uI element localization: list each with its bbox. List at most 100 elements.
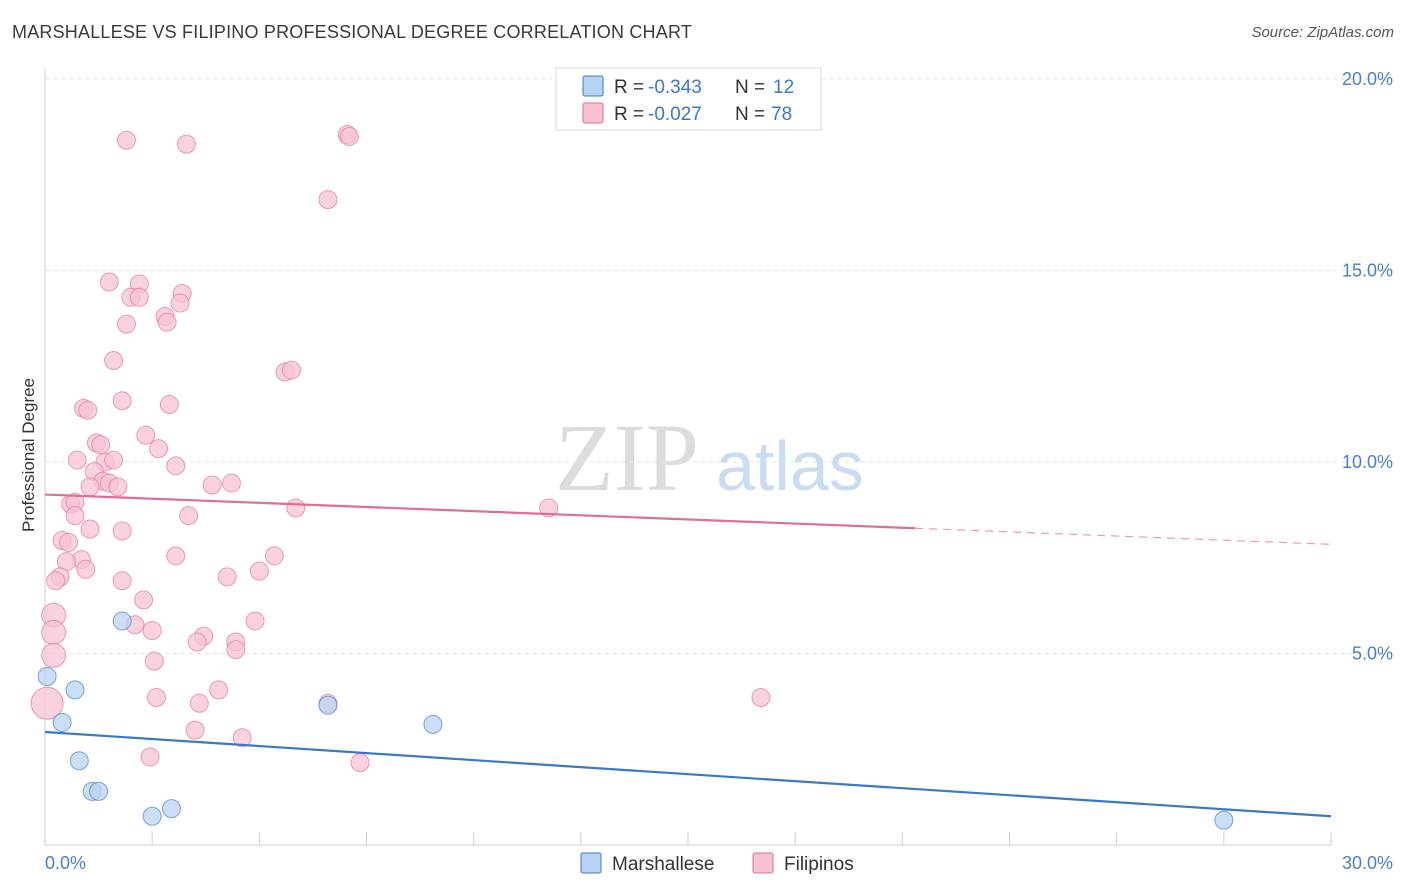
point-marshallese bbox=[89, 781, 109, 801]
trendline-filipinos bbox=[44, 493, 916, 530]
point-filipinos bbox=[144, 651, 164, 671]
point-filipinos bbox=[140, 747, 160, 767]
y-tick-label: 15.0% bbox=[1342, 261, 1393, 281]
point-filipinos bbox=[80, 477, 100, 497]
x-tick-label-min: 0.0% bbox=[45, 853, 86, 873]
point-filipinos bbox=[136, 425, 156, 445]
point-filipinos bbox=[264, 546, 284, 566]
legend-bottom: Marshallese Filipinos bbox=[580, 852, 854, 875]
legend-bottom-swatch-filipinos bbox=[752, 852, 774, 874]
point-filipinos bbox=[112, 521, 132, 541]
source-label: Source: ZipAtlas.com bbox=[1251, 24, 1394, 41]
data-points bbox=[30, 125, 1234, 830]
point-marshallese bbox=[112, 611, 132, 631]
point-filipinos bbox=[157, 312, 177, 332]
legend-bottom-label-filipinos: Filipinos bbox=[784, 854, 854, 875]
point-filipinos bbox=[91, 435, 111, 455]
y-tick-labels: 5.0% 10.0% 15.0% 20.0% bbox=[1342, 69, 1393, 664]
point-filipinos bbox=[226, 640, 246, 660]
point-filipinos bbox=[41, 642, 67, 668]
point-filipinos bbox=[751, 688, 771, 708]
point-filipinos bbox=[46, 571, 66, 591]
legend-n-value-marshallese: 12 bbox=[773, 77, 794, 98]
point-filipinos bbox=[108, 477, 128, 497]
point-filipinos bbox=[78, 400, 98, 420]
y-tick-label: 20.0% bbox=[1342, 69, 1393, 89]
point-filipinos bbox=[116, 130, 136, 150]
point-filipinos bbox=[249, 561, 269, 581]
point-filipinos bbox=[221, 473, 241, 493]
point-filipinos bbox=[30, 686, 64, 720]
point-filipinos bbox=[112, 571, 132, 591]
point-marshallese bbox=[161, 799, 181, 819]
point-filipinos bbox=[80, 519, 100, 539]
point-filipinos bbox=[116, 314, 136, 334]
point-filipinos bbox=[129, 287, 149, 307]
point-filipinos bbox=[149, 439, 169, 459]
point-filipinos bbox=[179, 506, 199, 526]
chart-title: MARSHALLESE VS FILIPINO PROFESSIONAL DEG… bbox=[12, 22, 693, 42]
point-filipinos bbox=[189, 693, 209, 713]
y-axis-label: Professional Degree bbox=[19, 378, 38, 532]
legend-swatch-filipinos bbox=[582, 102, 604, 124]
legend-bottom-swatch-marshallese bbox=[580, 852, 602, 874]
point-filipinos bbox=[142, 621, 162, 641]
legend-swatch-marshallese bbox=[582, 75, 604, 97]
point-marshallese bbox=[1214, 810, 1234, 830]
point-filipinos bbox=[339, 126, 359, 146]
point-filipinos bbox=[59, 532, 79, 552]
point-filipinos bbox=[539, 498, 559, 518]
point-filipinos bbox=[65, 506, 85, 526]
point-marshallese bbox=[52, 712, 72, 732]
point-marshallese bbox=[65, 680, 85, 700]
point-filipinos bbox=[104, 351, 124, 371]
point-filipinos bbox=[146, 688, 166, 708]
legend-top: R = -0.343 N = 12 R = -0.027 N = 78 bbox=[555, 67, 822, 131]
point-filipinos bbox=[170, 293, 190, 313]
point-marshallese bbox=[37, 666, 57, 686]
trendline-marshallese bbox=[44, 730, 1332, 818]
point-filipinos bbox=[187, 632, 207, 652]
x-tick-label-max: 30.0% bbox=[1342, 853, 1393, 873]
point-filipinos bbox=[104, 450, 124, 470]
point-marshallese bbox=[318, 695, 338, 715]
watermark-zip: ZIP bbox=[555, 404, 699, 511]
trendline-filipinos-extension bbox=[915, 527, 1332, 545]
point-filipinos bbox=[159, 395, 179, 415]
point-marshallese bbox=[142, 806, 162, 826]
point-filipinos bbox=[41, 619, 67, 645]
point-marshallese bbox=[423, 714, 443, 734]
y-tick-label: 5.0% bbox=[1352, 644, 1393, 664]
point-filipinos bbox=[245, 611, 265, 631]
point-filipinos bbox=[166, 546, 186, 566]
watermark-atlas: atlas bbox=[716, 427, 864, 505]
point-filipinos bbox=[99, 272, 119, 292]
legend-bottom-label-marshallese: Marshallese bbox=[612, 854, 714, 875]
legend-r-label-filipinos: R = bbox=[614, 104, 644, 125]
point-filipinos bbox=[76, 559, 96, 579]
point-filipinos bbox=[67, 450, 87, 470]
point-filipinos bbox=[209, 680, 229, 700]
legend-r-label-marshallese: R = bbox=[614, 77, 644, 98]
point-filipinos bbox=[202, 475, 222, 495]
point-filipinos bbox=[350, 753, 370, 773]
y-tick-label: 10.0% bbox=[1342, 452, 1393, 472]
point-filipinos bbox=[176, 134, 196, 154]
point-filipinos bbox=[134, 590, 154, 610]
legend-r-value-filipinos: -0.027 bbox=[648, 104, 702, 125]
point-filipinos bbox=[112, 391, 132, 411]
point-filipinos bbox=[217, 567, 237, 587]
legend-r-value-marshallese: -0.343 bbox=[648, 77, 702, 98]
legend-n-label-filipinos: N = bbox=[735, 104, 765, 125]
gridlines bbox=[45, 78, 1393, 654]
legend-n-label-marshallese: N = bbox=[735, 77, 765, 98]
point-filipinos bbox=[232, 728, 252, 748]
point-filipinos bbox=[318, 190, 338, 210]
point-filipinos bbox=[286, 498, 306, 518]
point-filipinos bbox=[185, 720, 205, 740]
x-ticks bbox=[44, 832, 1332, 845]
trend-lines bbox=[44, 493, 1332, 818]
point-filipinos bbox=[281, 360, 301, 380]
point-filipinos bbox=[166, 456, 186, 476]
